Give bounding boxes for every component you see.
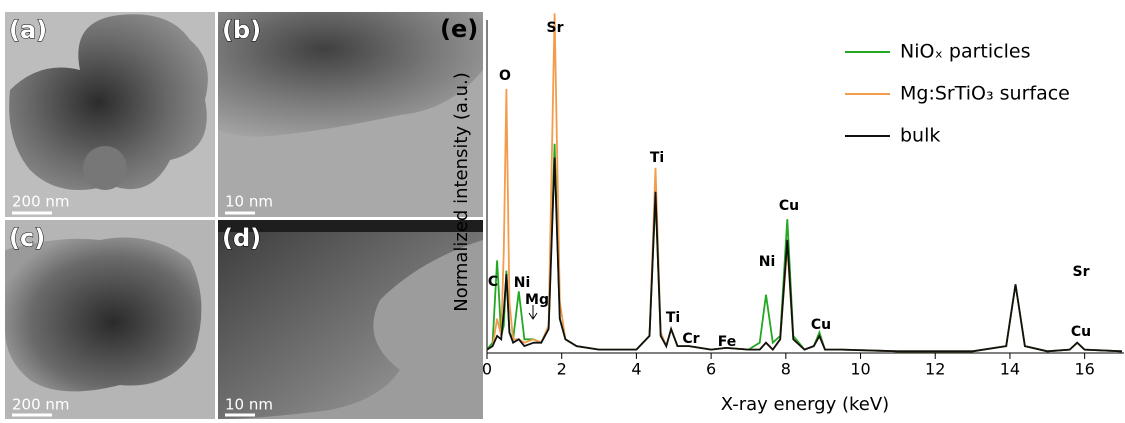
arrow bbox=[528, 305, 538, 320]
peak-label: Cu bbox=[779, 198, 799, 214]
peak-label: O bbox=[499, 68, 511, 84]
peak-label: Ni bbox=[759, 254, 776, 270]
peak-label: Cr bbox=[682, 331, 699, 347]
x-tick-label: 12 bbox=[925, 360, 945, 379]
x-tick-label: 16 bbox=[1074, 360, 1094, 379]
tem-image-d bbox=[218, 220, 483, 419]
tem-image-c bbox=[5, 220, 215, 419]
peak-label: Sr bbox=[1073, 264, 1090, 280]
panel-label: (b) bbox=[222, 16, 261, 44]
scale-bar-label: 200 nm bbox=[12, 396, 70, 414]
peak-label: C bbox=[488, 274, 498, 290]
peak-label: Cu bbox=[811, 317, 831, 333]
x-tick-label: 4 bbox=[631, 360, 641, 379]
peak-label: Cu bbox=[1071, 324, 1091, 340]
x-tick-label: 14 bbox=[1000, 360, 1020, 379]
x-tick-label: 6 bbox=[706, 360, 716, 379]
tem-image-b bbox=[218, 12, 483, 217]
scale-bar-label: 10 nm bbox=[225, 396, 273, 414]
peak-label: Sr bbox=[547, 20, 564, 36]
scale-bar-label: 200 nm bbox=[12, 193, 70, 211]
x-tick-label: 8 bbox=[781, 360, 791, 379]
panel-label: (e) bbox=[440, 15, 478, 43]
peak-label: Mg bbox=[525, 292, 549, 308]
x-tick-label: 0 bbox=[482, 360, 492, 379]
peak-label: Ni bbox=[514, 275, 531, 291]
legend-label: NiOₓ particles bbox=[900, 41, 1030, 63]
x-tick-label: 10 bbox=[850, 360, 870, 379]
spectrum-line bbox=[486, 13, 1123, 353]
peak-label: Ti bbox=[650, 150, 664, 166]
peak-label: Fe bbox=[718, 334, 737, 350]
panel-label: (d) bbox=[222, 224, 261, 252]
panel-label: (c) bbox=[9, 224, 45, 252]
y-axis-label: Normalized intensity (a.u.) bbox=[451, 72, 472, 311]
x-tick-label: 2 bbox=[557, 360, 567, 379]
peak-label: Ti bbox=[666, 310, 680, 326]
legend-label: Mg:SrTiO₃ surface bbox=[900, 83, 1070, 105]
x-axis-label: X-ray energy (keV) bbox=[721, 394, 889, 415]
tem-image-a bbox=[5, 12, 215, 217]
spectrum-line bbox=[486, 143, 1123, 353]
legend-label: bulk bbox=[900, 125, 940, 147]
scale-bar-label: 10 nm bbox=[225, 193, 273, 211]
scale-bars bbox=[12, 211, 255, 417]
panel-label: (a) bbox=[9, 16, 47, 44]
spectrum-line bbox=[486, 157, 1123, 353]
